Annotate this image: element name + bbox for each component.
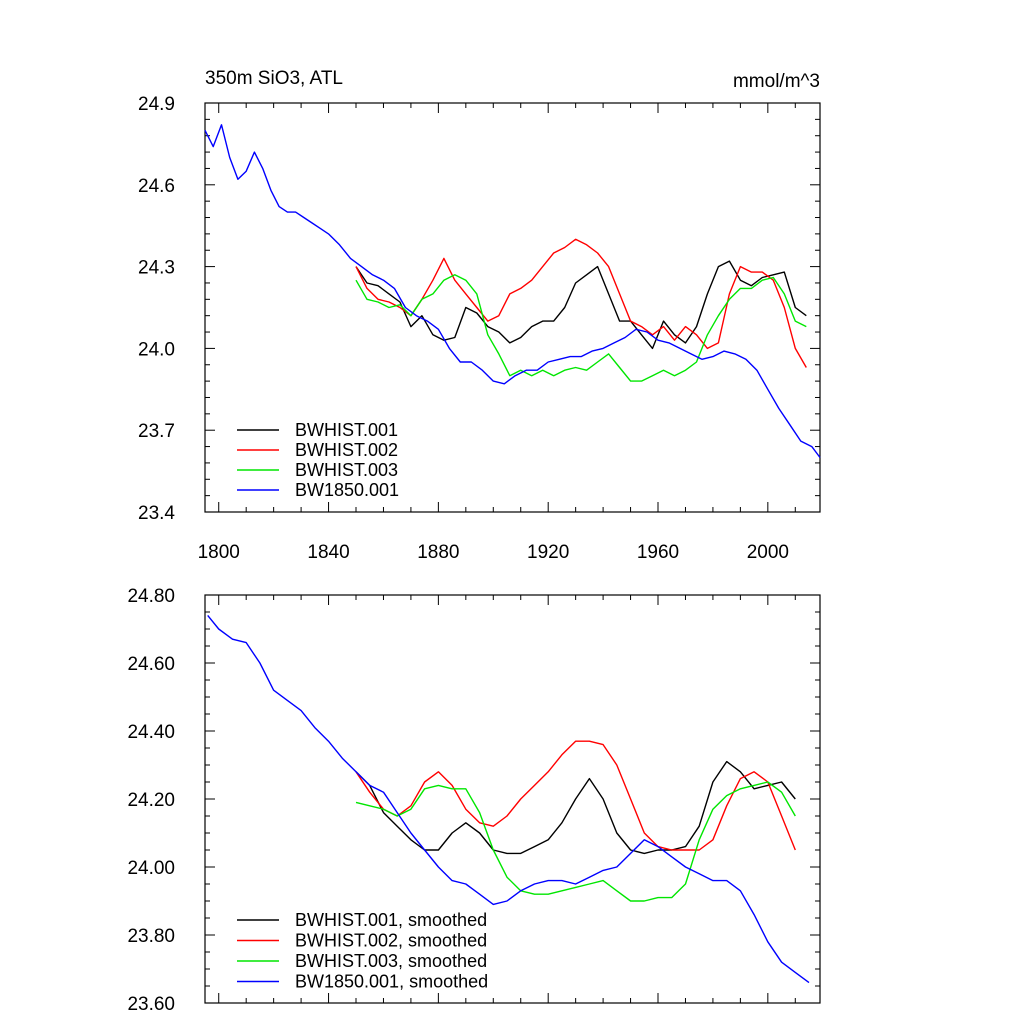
- y-tick-label: 24.3: [138, 258, 175, 279]
- y-tick-label: 23.4: [138, 503, 175, 524]
- top-plot-area: 1800 1840 1880 1920 1960 2000 23.4 23.7 24.0 24.3…: [138, 94, 821, 563]
- y-tick-label: 23.80: [127, 926, 175, 947]
- series-line: [355, 740, 796, 851]
- y-tick-label: 24.9: [138, 94, 175, 115]
- top-panel: 350m SiO3, ATL mmol/m^3 1800 1840 1880 1920…: [138, 68, 821, 563]
- bottom-panel: 23.60 23.80 24.00 24.20 24.40 24.60 24.80 BWHIS…: [127, 586, 821, 1015]
- y-tick-label: 24.6: [138, 176, 175, 197]
- y-tick-label: 24.20: [127, 790, 175, 811]
- y-tick-label: 24.80: [127, 586, 175, 607]
- legend-label: BWHIST.002: [295, 440, 398, 460]
- legend-label: BWHIST.002, smoothed: [295, 931, 487, 951]
- legend-label: BWHIST.003: [295, 460, 398, 480]
- y-tick-label: 23.7: [138, 421, 175, 442]
- y-tick-label: 23.60: [127, 994, 175, 1015]
- series-line: [204, 124, 821, 458]
- y-tick-label: 24.0: [138, 339, 175, 360]
- y-tick-label: 24.40: [127, 722, 175, 743]
- series-line: [355, 760, 796, 855]
- legend-label: BWHIST.001, smoothed: [295, 910, 487, 930]
- x-tick-label: 2000: [747, 542, 789, 563]
- legend-label: BWHIST.001: [295, 420, 398, 440]
- units-label: mmol/m^3: [733, 71, 820, 92]
- plot-frame: [204, 102, 821, 513]
- x-tick-label: 1920: [527, 542, 569, 563]
- series-line: [355, 274, 807, 382]
- series-line: [355, 238, 807, 368]
- y-tick-label: 24.60: [127, 654, 175, 675]
- chart-title: 350m SiO3, ATL: [205, 68, 343, 89]
- x-tick-label: 1840: [307, 542, 349, 563]
- y-tick-label: 24.00: [127, 858, 175, 879]
- legend-label: BW1850.001: [295, 480, 399, 500]
- series-line: [355, 781, 796, 902]
- x-tick-label: 1960: [637, 542, 679, 563]
- legend-label: BW1850.001, smoothed: [295, 972, 488, 992]
- series-line: [207, 614, 810, 984]
- bottom-plot-area: 23.60 23.80 24.00 24.20 24.40 24.60 24.80 BWHIS…: [127, 586, 821, 1015]
- series-line: [355, 260, 807, 350]
- x-tick-label: 1800: [198, 542, 240, 563]
- x-tick-label: 1880: [417, 542, 459, 563]
- legend-label: BWHIST.003, smoothed: [295, 951, 487, 971]
